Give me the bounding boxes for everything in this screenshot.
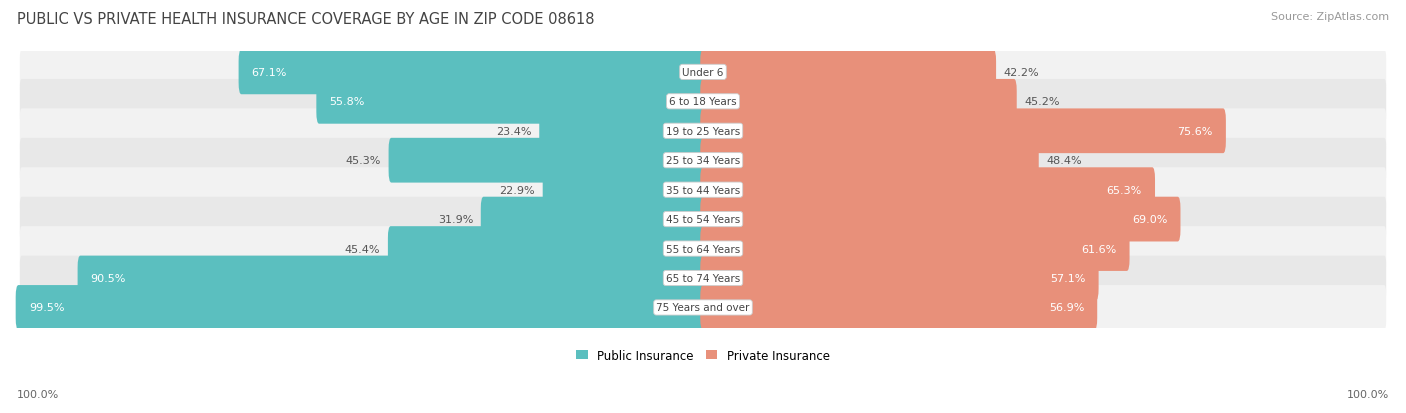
FancyBboxPatch shape [239,50,706,95]
Text: 48.4%: 48.4% [1046,156,1083,166]
Text: 31.9%: 31.9% [437,215,474,225]
Text: 75 Years and over: 75 Years and over [657,303,749,313]
Text: 45 to 54 Years: 45 to 54 Years [666,215,740,225]
FancyBboxPatch shape [388,227,706,271]
FancyBboxPatch shape [700,285,1097,330]
Text: 57.1%: 57.1% [1050,273,1085,283]
Text: 65.3%: 65.3% [1107,185,1142,195]
FancyBboxPatch shape [20,168,1386,213]
FancyBboxPatch shape [543,168,706,213]
Text: 65 to 74 Years: 65 to 74 Years [666,273,740,283]
Text: 45.4%: 45.4% [344,244,381,254]
Text: 55.8%: 55.8% [329,97,364,107]
Text: 6 to 18 Years: 6 to 18 Years [669,97,737,107]
Text: 56.9%: 56.9% [1049,303,1084,313]
FancyBboxPatch shape [20,197,1386,242]
FancyBboxPatch shape [15,285,706,330]
Text: 55 to 64 Years: 55 to 64 Years [666,244,740,254]
FancyBboxPatch shape [700,109,1226,154]
FancyBboxPatch shape [481,197,706,242]
Text: 25 to 34 Years: 25 to 34 Years [666,156,740,166]
FancyBboxPatch shape [20,256,1386,301]
FancyBboxPatch shape [700,138,1039,183]
Text: 75.6%: 75.6% [1177,126,1213,136]
Text: 42.2%: 42.2% [1004,68,1039,78]
FancyBboxPatch shape [700,50,995,95]
Text: 35 to 44 Years: 35 to 44 Years [666,185,740,195]
FancyBboxPatch shape [20,227,1386,271]
FancyBboxPatch shape [20,50,1386,95]
Text: 90.5%: 90.5% [90,273,127,283]
Text: 22.9%: 22.9% [499,185,536,195]
FancyBboxPatch shape [700,168,1154,213]
Text: 100.0%: 100.0% [17,389,59,399]
FancyBboxPatch shape [20,285,1386,330]
Text: 45.2%: 45.2% [1025,97,1060,107]
Text: PUBLIC VS PRIVATE HEALTH INSURANCE COVERAGE BY AGE IN ZIP CODE 08618: PUBLIC VS PRIVATE HEALTH INSURANCE COVER… [17,12,595,27]
FancyBboxPatch shape [700,256,1098,301]
Text: 67.1%: 67.1% [252,68,287,78]
FancyBboxPatch shape [540,109,706,154]
Text: 100.0%: 100.0% [1347,389,1389,399]
Text: Under 6: Under 6 [682,68,724,78]
FancyBboxPatch shape [700,197,1181,242]
Text: Source: ZipAtlas.com: Source: ZipAtlas.com [1271,12,1389,22]
Text: 19 to 25 Years: 19 to 25 Years [666,126,740,136]
FancyBboxPatch shape [20,80,1386,124]
FancyBboxPatch shape [700,227,1129,271]
FancyBboxPatch shape [700,80,1017,124]
Text: 45.3%: 45.3% [346,156,381,166]
FancyBboxPatch shape [77,256,706,301]
Text: 69.0%: 69.0% [1132,215,1167,225]
FancyBboxPatch shape [388,138,706,183]
Legend: Public Insurance, Private Insurance: Public Insurance, Private Insurance [571,344,835,367]
FancyBboxPatch shape [316,80,706,124]
Text: 61.6%: 61.6% [1081,244,1116,254]
FancyBboxPatch shape [20,138,1386,183]
Text: 23.4%: 23.4% [496,126,531,136]
Text: 99.5%: 99.5% [28,303,65,313]
FancyBboxPatch shape [20,109,1386,154]
